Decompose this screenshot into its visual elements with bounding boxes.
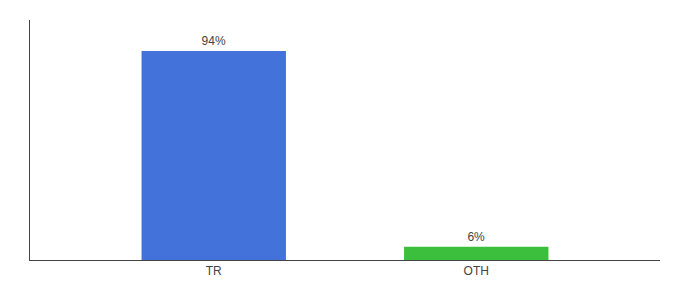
- svg-text:TR: TR: [206, 264, 222, 278]
- svg-text:94%: 94%: [202, 34, 226, 48]
- svg-text:OTH: OTH: [464, 264, 489, 278]
- svg-text:6%: 6%: [467, 230, 485, 244]
